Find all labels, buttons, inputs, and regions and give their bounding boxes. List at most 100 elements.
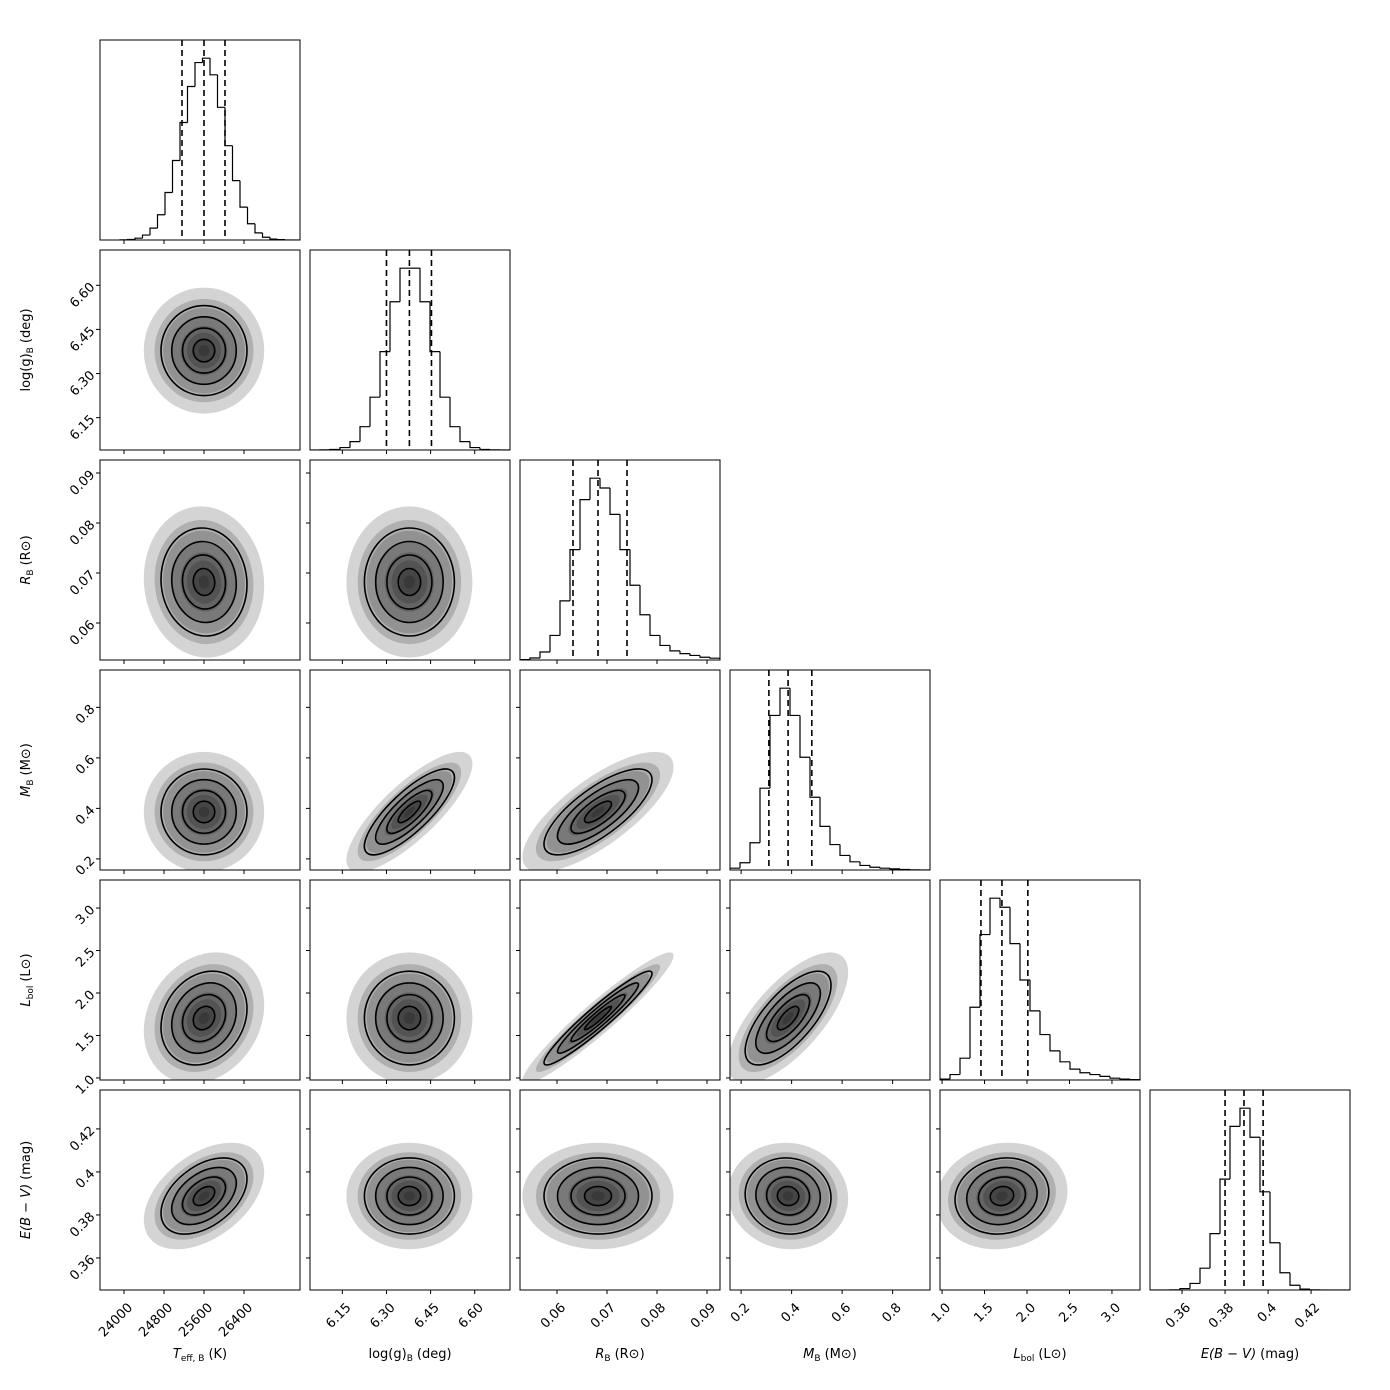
x-tick-label: 0.09	[688, 1300, 719, 1331]
panel	[310, 250, 510, 450]
x-tick-label: 0.08	[638, 1300, 669, 1331]
histogram-step	[879, 867, 890, 869]
density-shade	[546, 973, 650, 1063]
contour	[160, 970, 248, 1066]
density-shade	[180, 992, 228, 1044]
x-tick-label: 0.06	[538, 1300, 569, 1331]
density-shade	[584, 1186, 612, 1206]
contour	[965, 1166, 1038, 1226]
contour	[744, 1157, 832, 1235]
histogram-step	[1009, 907, 1020, 945]
histogram-step	[1199, 1267, 1210, 1284]
density-shade	[576, 794, 620, 830]
y-tick-label: 0.4	[73, 803, 98, 828]
contour	[397, 1005, 422, 1031]
y-tick-label: 1.0	[73, 1073, 98, 1098]
label-unit: (R⊙)	[615, 1347, 645, 1362]
panel	[346, 506, 473, 658]
histogram-step	[659, 635, 670, 647]
histogram-step	[819, 797, 830, 827]
label-symbol: L	[19, 999, 34, 1006]
label-unit: (deg)	[19, 308, 34, 343]
density-shade	[403, 1191, 416, 1201]
histogram-step	[389, 301, 400, 352]
density-shade	[398, 568, 421, 596]
histogram-step	[379, 351, 390, 398]
label-unit: (K)	[208, 1347, 227, 1362]
density-shade	[193, 339, 215, 362]
histogram-step	[156, 214, 165, 229]
histogram-step	[1229, 1125, 1240, 1180]
density-shade	[198, 344, 210, 357]
histogram-step	[989, 897, 1000, 935]
histogram-step	[201, 57, 210, 63]
density-shade	[782, 1012, 794, 1024]
panel-frame	[729, 879, 931, 1081]
histogram-step	[164, 191, 173, 215]
density-shade	[940, 1142, 1068, 1250]
histogram-step	[209, 58, 218, 76]
density-shade	[171, 316, 237, 385]
density-shade	[384, 992, 435, 1044]
density-shade	[535, 1152, 661, 1240]
histogram-step	[179, 121, 188, 161]
label-unit: (mag)	[19, 1141, 34, 1180]
x-tick-label: 0.8	[879, 1300, 904, 1325]
density-shade	[198, 575, 210, 589]
density-shade	[171, 1167, 237, 1225]
density-shade	[576, 999, 620, 1037]
histogram-step	[940, 1078, 950, 1080]
label-symbol: log(g)	[368, 1347, 406, 1362]
density-shade	[384, 552, 435, 612]
histogram-step	[269, 237, 278, 240]
histogram-step	[239, 180, 248, 208]
y-axis-label: RB (R⊙)	[19, 535, 36, 584]
density-shade	[163, 1159, 245, 1233]
contour	[181, 993, 227, 1043]
y-tick-label: 6.15	[67, 412, 98, 443]
panel	[730, 670, 930, 870]
panel-frame	[729, 669, 931, 871]
density-shade	[584, 1006, 612, 1030]
contour	[181, 1176, 227, 1216]
histogram-step	[1259, 1137, 1270, 1193]
histogram-step	[1069, 1061, 1080, 1070]
histogram-step	[739, 862, 750, 869]
x-axis-label: E(B − V) (mag)	[1201, 1347, 1299, 1362]
contour	[765, 1176, 811, 1216]
contour	[543, 970, 653, 1066]
panel	[940, 1142, 1068, 1250]
histogram-step	[1189, 1282, 1200, 1289]
histogram-step	[899, 868, 910, 870]
histogram-step	[779, 687, 790, 716]
panel	[520, 460, 720, 660]
density-shade	[777, 1186, 799, 1206]
histogram-step	[1039, 1010, 1050, 1036]
histogram-step	[261, 232, 270, 238]
histogram-step	[359, 426, 370, 442]
contour	[170, 540, 238, 624]
panel-frame	[939, 879, 1141, 1081]
density-shade	[375, 779, 444, 845]
panel	[522, 952, 674, 1080]
contour	[363, 527, 456, 637]
x-tick-label: 3.0	[1099, 1300, 1124, 1325]
density-shade	[770, 999, 806, 1037]
contour	[543, 1157, 653, 1235]
contour	[192, 1005, 216, 1031]
density-shade	[143, 952, 265, 1080]
panel-frame	[99, 879, 301, 1081]
density-shade	[366, 530, 453, 634]
histogram-step	[889, 868, 900, 870]
contour	[363, 1157, 456, 1235]
label-subscript: bol	[26, 986, 36, 1000]
density-shade	[546, 1159, 650, 1233]
density-shade	[557, 982, 639, 1054]
label-subscript: B	[407, 1354, 413, 1364]
x-tick-label: 24000	[96, 1300, 136, 1340]
density-shade	[738, 964, 838, 1072]
panel-frame	[309, 249, 511, 451]
density-shade	[591, 1191, 605, 1201]
histogram-step	[171, 159, 180, 193]
contour	[556, 982, 640, 1055]
